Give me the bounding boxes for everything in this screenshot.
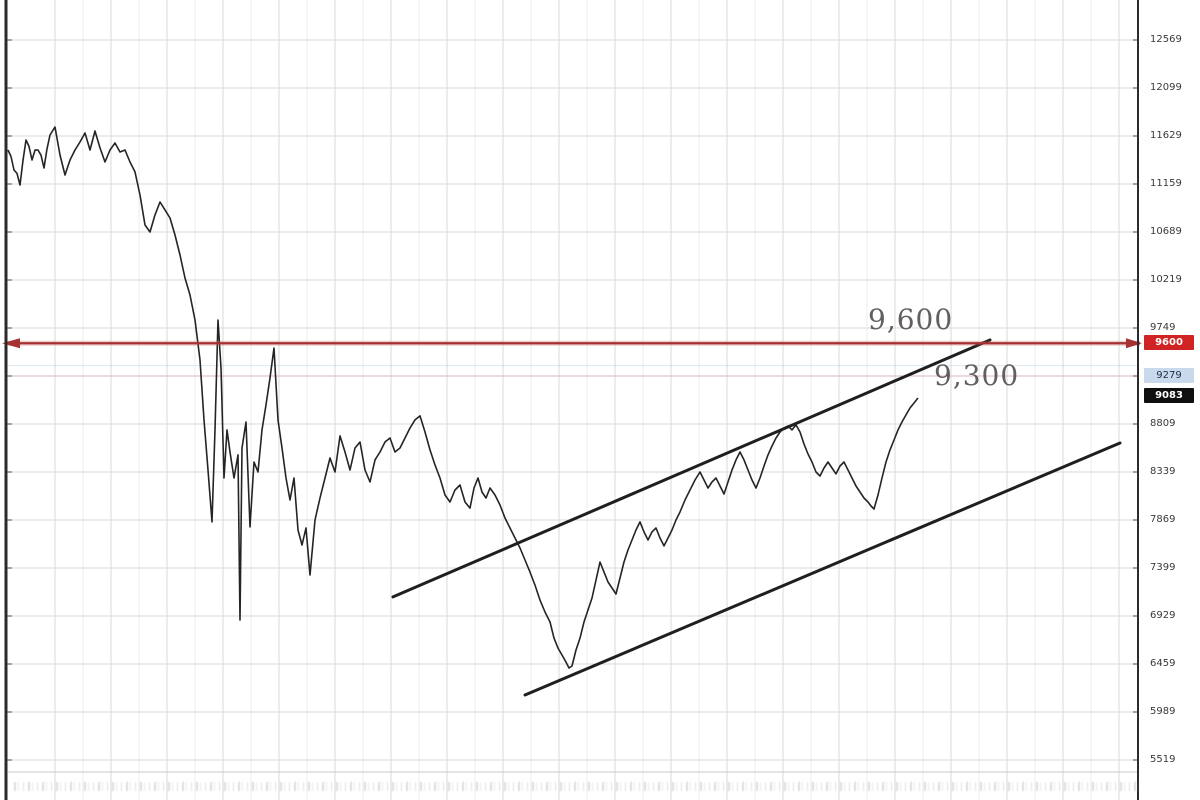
- y-axis-label: 7399: [1150, 562, 1176, 573]
- price-line: [7, 126, 919, 669]
- annotation-9600: 9,600: [868, 303, 954, 336]
- y-axis-label: 7869: [1150, 514, 1176, 525]
- axis-lines: [4, 0, 1139, 800]
- x-axis-label-strip: [14, 782, 1140, 791]
- trend-channel: [391, 338, 1122, 697]
- resistance-line: [2, 338, 1142, 349]
- channel-bottom: [523, 441, 1122, 697]
- channel-top: [391, 338, 992, 599]
- y-axis-label: 12569: [1150, 34, 1182, 45]
- y-axis-label: 12099: [1150, 82, 1182, 93]
- black-price-badge: 9083: [1144, 388, 1194, 403]
- y-axis-label: 6459: [1150, 658, 1176, 669]
- blue-price-badge: 9279: [1144, 368, 1194, 383]
- grid-lines: [8, 0, 1138, 800]
- y-axis-label: 10219: [1150, 274, 1182, 285]
- y-axis-label: 10689: [1150, 226, 1182, 237]
- y-axis-label: 11159: [1150, 178, 1182, 189]
- y-axis-label: 9749: [1150, 322, 1176, 333]
- y-axis-label: 8809: [1150, 418, 1176, 429]
- red-price-badge: 9600: [1144, 335, 1194, 350]
- y-axis-label: 6929: [1150, 610, 1176, 621]
- y-axis-label: 5519: [1150, 754, 1176, 765]
- y-axis-label: 11629: [1150, 130, 1182, 141]
- y-axis-label: 8339: [1150, 466, 1176, 477]
- annotation-9300: 9,300: [934, 359, 1020, 392]
- level-lines: [8, 365, 1138, 377]
- red-right-arrow-icon: [1126, 338, 1142, 349]
- y-axis-label: 5989: [1150, 706, 1176, 717]
- red-left-arrow-icon: [2, 338, 20, 349]
